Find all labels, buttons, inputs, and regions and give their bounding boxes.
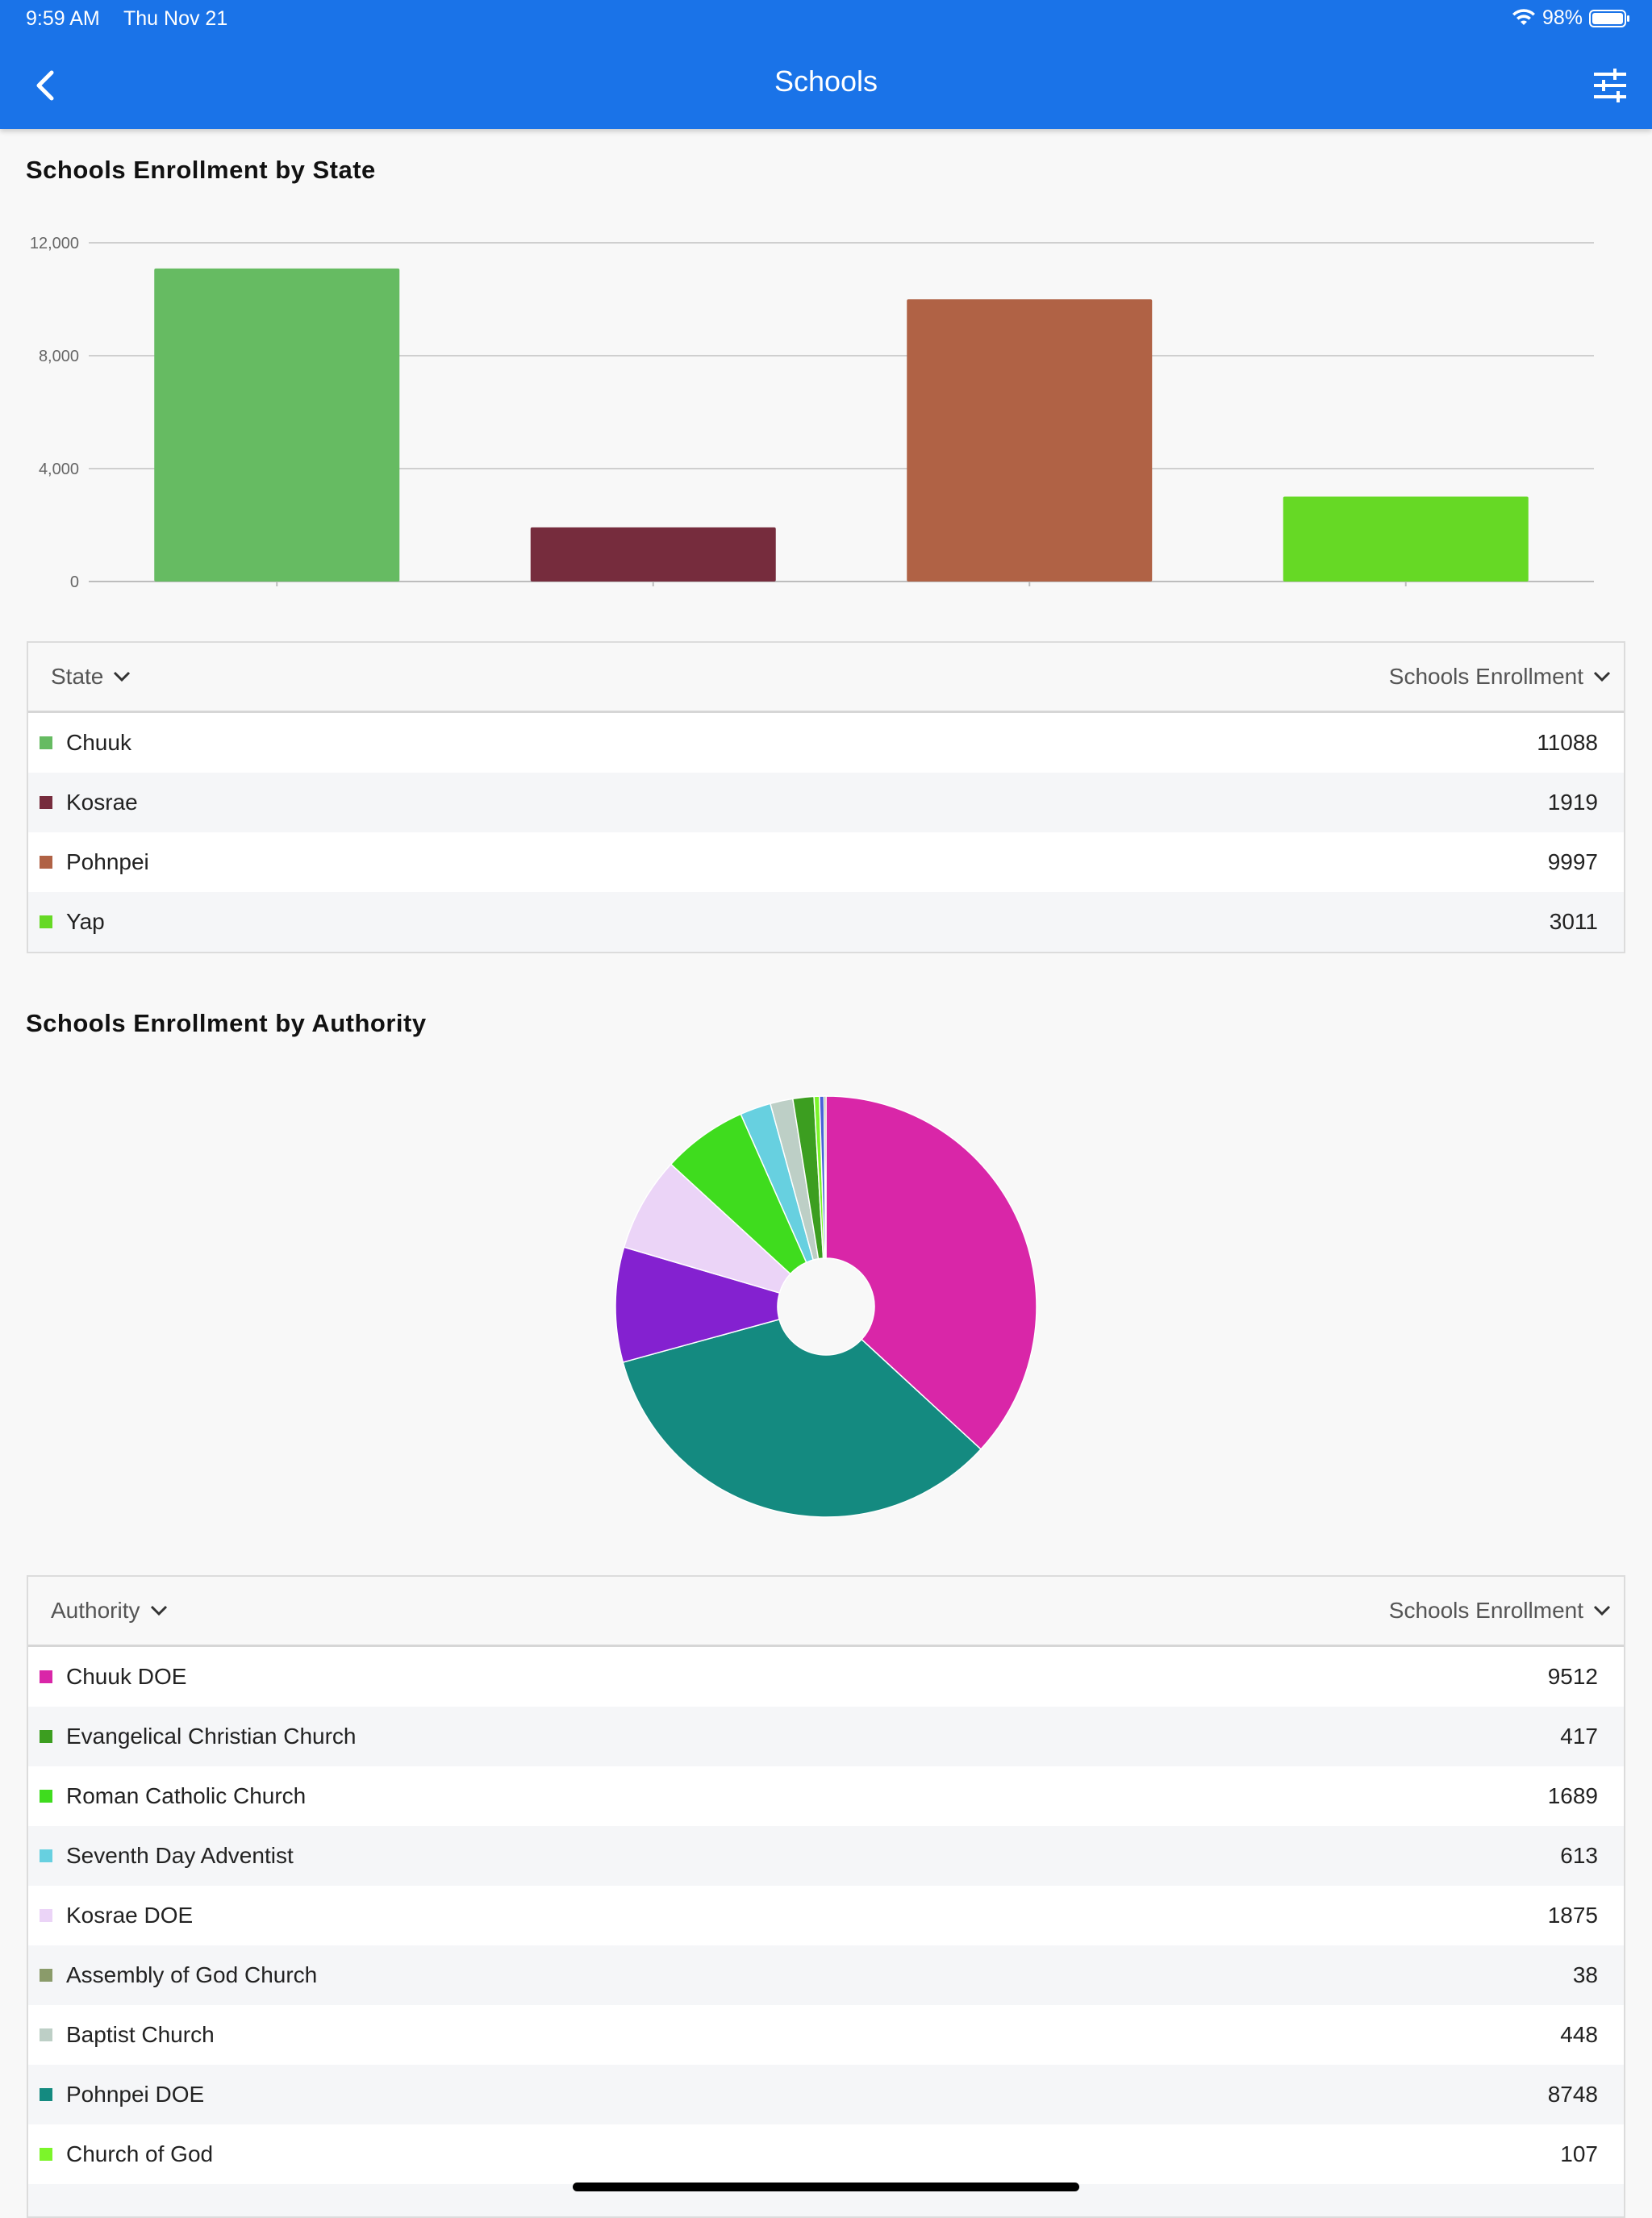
state-column-label: State: [51, 664, 104, 689]
state-table: State Schools Enrollment Chuuk 11088 Kos…: [27, 641, 1625, 953]
y-tick-label: 8,000: [39, 348, 79, 365]
bar[interactable]: [530, 527, 776, 582]
row-label: Chuuk DOE: [66, 1664, 187, 1689]
table-row[interactable]: Seventh Day Adventist 613: [28, 1826, 1624, 1886]
status-indicators: 98%: [1512, 6, 1631, 30]
row-value: 417: [1560, 1724, 1598, 1749]
chevron-down-icon: [114, 671, 131, 682]
battery-icon: [1589, 9, 1629, 27]
legend-swatch: [40, 736, 52, 749]
legend-swatch: [40, 1909, 52, 1922]
authority-chart-title: Schools Enrollment by Authority: [26, 1009, 427, 1037]
table-row[interactable]: Baptist Church 448: [28, 2005, 1624, 2065]
legend-swatch: [40, 915, 52, 928]
row-label: Yap: [66, 909, 105, 934]
legend-swatch: [40, 1790, 52, 1803]
home-indicator: [573, 2183, 1079, 2191]
row-label: Kosrae: [66, 790, 138, 815]
enrollment-column-label: Schools Enrollment: [1388, 664, 1583, 689]
table-row[interactable]: Pohnpei 9997: [28, 832, 1624, 892]
legend-swatch: [40, 2088, 52, 2101]
authority-table-header: Authority Schools Enrollment: [28, 1577, 1624, 1647]
table-row[interactable]: Roman Catholic Church 1689: [28, 1766, 1624, 1826]
row-label: Baptist Church: [66, 2022, 215, 2047]
page-title: Schools: [774, 65, 878, 98]
y-tick-label: 0: [70, 573, 79, 591]
filter-sliders-icon[interactable]: [1587, 63, 1633, 108]
row-label: Seventh Day Adventist: [66, 1843, 294, 1868]
table-row[interactable]: Kosrae 1919: [28, 773, 1624, 832]
bar[interactable]: [154, 268, 400, 582]
y-tick-label: 4,000: [39, 461, 79, 478]
bar[interactable]: [1283, 496, 1529, 582]
chevron-down-icon: [1593, 671, 1611, 682]
state-bar-chart: 0 4,000 8,000 12,000: [30, 235, 1594, 591]
pie-slice[interactable]: [622, 1318, 982, 1518]
enrollment-column-header[interactable]: Schools Enrollment: [1389, 1598, 1612, 1624]
state-chart-title: Schools Enrollment by State: [26, 156, 376, 184]
enrollment-column-label: Schools Enrollment: [1388, 1598, 1583, 1623]
authority-table-body: Chuuk DOE 9512 Evangelical Christian Chu…: [28, 1647, 1624, 2216]
authority-table: Authority Schools Enrollment Chuuk DOE 9…: [27, 1575, 1625, 2218]
row-value: 613: [1560, 1843, 1598, 1868]
row-value: 107: [1560, 2141, 1598, 2166]
state-table-header: State Schools Enrollment: [28, 643, 1624, 713]
table-row[interactable]: Church of God 107: [28, 2124, 1624, 2184]
pie-slice[interactable]: [823, 1095, 827, 1259]
row-value: 11088: [1537, 730, 1598, 755]
row-label: Roman Catholic Church: [66, 1783, 307, 1808]
row-label: Evangelical Christian Church: [66, 1724, 357, 1749]
row-label: Kosrae DOE: [66, 1903, 194, 1928]
legend-swatch: [40, 856, 52, 869]
status-date: Thu Nov 21: [123, 7, 228, 30]
chevron-down-icon: [150, 1605, 167, 1616]
row-value: 38: [1572, 1962, 1598, 1987]
legend-swatch: [40, 2028, 52, 2041]
authority-donut-chart: [615, 1095, 1037, 1518]
legend-swatch: [40, 2148, 52, 2161]
wifi-icon: [1512, 8, 1535, 25]
table-row[interactable]: Kosrae DOE 1875: [28, 1886, 1624, 1945]
row-value: 3011: [1549, 909, 1598, 934]
y-tick-label: 12,000: [30, 235, 79, 252]
row-value: 8748: [1547, 2082, 1598, 2107]
back-chevron-icon[interactable]: [24, 63, 69, 108]
row-label: Chuuk: [66, 730, 131, 755]
row-value: 1919: [1547, 790, 1598, 815]
table-row[interactable]: Chuuk 11088: [28, 713, 1624, 773]
table-row[interactable]: Assembly of God Church 38: [28, 1945, 1624, 2005]
legend-swatch: [40, 1969, 52, 1982]
state-table-body: Chuuk 11088 Kosrae 1919 Pohnpei 9997 Yap…: [28, 713, 1624, 952]
row-value: 1689: [1547, 1783, 1598, 1808]
table-row[interactable]: Chuuk DOE 9512: [28, 1647, 1624, 1707]
state-column-header[interactable]: State: [51, 664, 132, 690]
table-row[interactable]: Yap 3011: [28, 892, 1624, 952]
chevron-down-icon: [1593, 1605, 1611, 1616]
row-label: Church of God: [66, 2141, 214, 2166]
authority-column-header[interactable]: Authority: [51, 1598, 169, 1624]
legend-swatch: [40, 1730, 52, 1743]
row-label: Assembly of God Church: [66, 1962, 318, 1987]
legend-swatch: [40, 1670, 52, 1683]
row-value: 9512: [1547, 1664, 1598, 1689]
row-label: Pohnpei DOE: [66, 2082, 205, 2107]
enrollment-column-header[interactable]: Schools Enrollment: [1389, 664, 1612, 690]
row-label: Pohnpei: [66, 849, 149, 874]
legend-swatch: [40, 796, 52, 809]
bar[interactable]: [907, 299, 1153, 582]
pie-slice[interactable]: [825, 1095, 1037, 1450]
row-value: 9997: [1547, 849, 1598, 874]
top-app-bar: 9:59 AM Thu Nov 21 98% Schools: [0, 0, 1652, 129]
row-value: 448: [1560, 2022, 1598, 2047]
row-value: 1875: [1547, 1903, 1598, 1928]
status-time: 9:59 AM: [26, 7, 100, 30]
legend-swatch: [40, 1849, 52, 1862]
table-row[interactable]: Evangelical Christian Church 417: [28, 1707, 1624, 1766]
authority-column-label: Authority: [51, 1598, 140, 1623]
pie-slice[interactable]: [615, 1246, 781, 1364]
table-row[interactable]: Pohnpei DOE 8748: [28, 2065, 1624, 2124]
battery-percent: 98%: [1541, 6, 1583, 29]
